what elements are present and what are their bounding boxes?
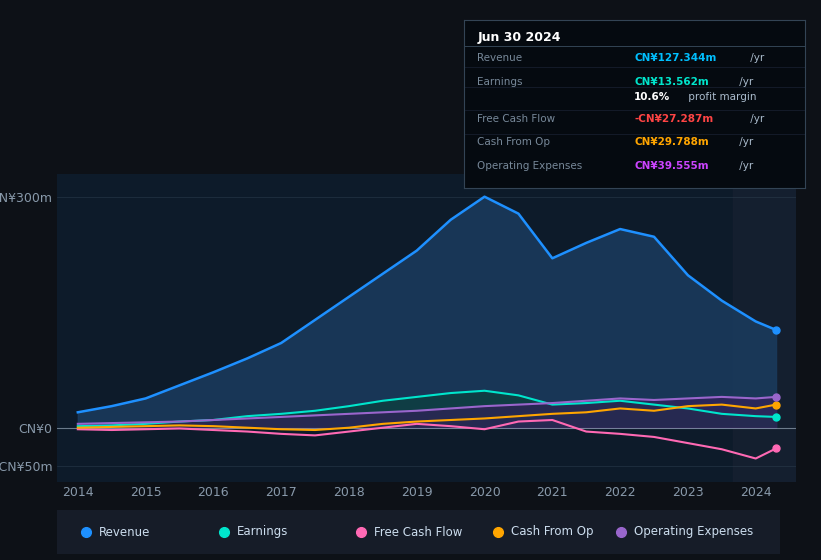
Text: CN¥127.344m: CN¥127.344m [635, 53, 717, 63]
Text: CN¥13.562m: CN¥13.562m [635, 77, 709, 87]
Text: CN¥39.555m: CN¥39.555m [635, 161, 709, 171]
Text: CN¥29.788m: CN¥29.788m [635, 137, 709, 147]
Text: /yr: /yr [736, 161, 754, 171]
Text: /yr: /yr [736, 77, 754, 87]
Text: Earnings: Earnings [236, 525, 288, 539]
Text: Cash From Op: Cash From Op [511, 525, 594, 539]
Bar [733, 174, 796, 482]
Text: Earnings: Earnings [478, 77, 523, 87]
Text: Free Cash Flow: Free Cash Flow [374, 525, 462, 539]
Text: 10.6%: 10.6% [635, 92, 671, 102]
Text: Free Cash Flow: Free Cash Flow [478, 114, 556, 124]
Text: Operating Expenses: Operating Expenses [478, 161, 583, 171]
Text: -CN¥27.287m: -CN¥27.287m [635, 114, 713, 124]
Text: /yr: /yr [746, 53, 764, 63]
Text: profit margin: profit margin [686, 92, 757, 102]
Text: Jun 30 2024: Jun 30 2024 [478, 31, 561, 44]
Text: Operating Expenses: Operating Expenses [634, 525, 753, 539]
Text: Revenue: Revenue [99, 525, 151, 539]
Text: Cash From Op: Cash From Op [478, 137, 551, 147]
Text: Revenue: Revenue [478, 53, 523, 63]
Text: /yr: /yr [746, 114, 764, 124]
Text: /yr: /yr [736, 137, 754, 147]
